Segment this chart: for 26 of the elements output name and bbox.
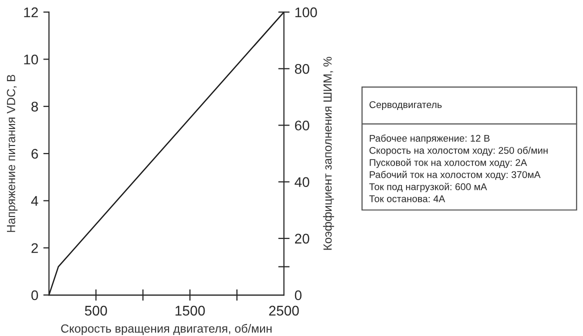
x-tick-label: 500 <box>84 306 108 316</box>
x-tick-label: 1500 <box>176 306 205 316</box>
y2-tick-label: 20 <box>295 234 310 244</box>
y2-tick-label: 100 <box>295 7 317 18</box>
x-tick-label: 2500 <box>269 306 299 316</box>
text: Серводвигатель <box>370 101 442 110</box>
text: Рабочее напряжение: 12 В <box>370 134 490 144</box>
text: Пусковой ток на холостом ходу: 2А <box>370 158 528 168</box>
text: Скорость на холостом ходу: 250 об/мин <box>370 146 548 156</box>
y-tick-label: 0 <box>31 290 38 300</box>
y-tick-label: 8 <box>31 102 38 112</box>
y2-tick-label: 40 <box>294 177 310 188</box>
y2-tick-label: 0 <box>294 290 302 300</box>
y-tick-label: 2 <box>32 243 38 253</box>
x-axis-title: Скорость вращения двигателя, об/мин <box>61 324 272 336</box>
y-axis-title: Напряжение питания VDC, В <box>6 74 18 232</box>
text: Ток под нагрузкой: 600 мА <box>369 182 488 192</box>
y2-axis-title: Коэффициент заполнения ШИМ, % <box>323 56 334 250</box>
y-tick-label: 6 <box>32 148 38 159</box>
text: Рабочий ток на холостом ходу: 370мА <box>370 170 541 180</box>
y2-tick-label: 60 <box>295 120 310 130</box>
y-tick-label: 4 <box>31 196 38 206</box>
y2-tick-label: 80 <box>294 64 310 74</box>
y-tick-label: 12 <box>24 7 38 18</box>
text: Ток останова: 4А <box>369 195 446 202</box>
y-tick-label: 10 <box>24 54 38 64</box>
